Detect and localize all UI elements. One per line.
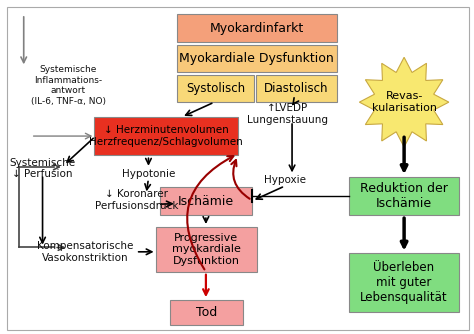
Text: Hypotonie: Hypotonie (122, 169, 175, 179)
Text: Systolisch: Systolisch (186, 82, 245, 95)
Text: Revas-
kularisation: Revas- kularisation (372, 91, 437, 113)
FancyBboxPatch shape (177, 14, 337, 42)
Text: Myokardinfarkt: Myokardinfarkt (210, 22, 304, 35)
Text: ↓ Koronarer
Perfusionsdruck: ↓ Koronarer Perfusionsdruck (95, 189, 178, 211)
Text: Myokardiale Dysfunktion: Myokardiale Dysfunktion (179, 52, 334, 65)
Polygon shape (359, 57, 449, 147)
Text: Diastolisch: Diastolisch (264, 82, 328, 95)
Text: Ischämie: Ischämie (178, 195, 234, 208)
FancyBboxPatch shape (177, 45, 337, 72)
Text: Progressive
myokardiale
Dysfunktion: Progressive myokardiale Dysfunktion (172, 233, 241, 266)
FancyBboxPatch shape (160, 187, 252, 215)
Text: Kompensatorische
Vasokonstriktion: Kompensatorische Vasokonstriktion (36, 241, 133, 263)
Text: Systemische
Inflammations-
antwort
(IL-6, TNF-α, NO): Systemische Inflammations- antwort (IL-6… (31, 65, 106, 106)
FancyBboxPatch shape (170, 300, 243, 325)
Text: Überleben
mit guter
Lebensqualität: Überleben mit guter Lebensqualität (360, 261, 447, 304)
Text: ↑LVEDP
Lungenstauung: ↑LVEDP Lungenstauung (247, 103, 328, 125)
FancyBboxPatch shape (348, 254, 459, 312)
Text: Hypoxie: Hypoxie (264, 175, 306, 185)
Text: ↓ Herzminutenvolumen
Herzfrequenz/Schlagvolumen: ↓ Herzminutenvolumen Herzfrequenz/Schlag… (89, 126, 243, 147)
Text: Systemische
↓ Perfusion: Systemische ↓ Perfusion (9, 158, 76, 179)
FancyBboxPatch shape (155, 227, 257, 272)
FancyBboxPatch shape (348, 177, 459, 215)
Text: Reduktion der
Ischämie: Reduktion der Ischämie (360, 182, 448, 210)
FancyBboxPatch shape (256, 75, 337, 102)
FancyBboxPatch shape (94, 117, 238, 155)
Text: Tod: Tod (195, 306, 217, 319)
FancyBboxPatch shape (177, 75, 254, 102)
